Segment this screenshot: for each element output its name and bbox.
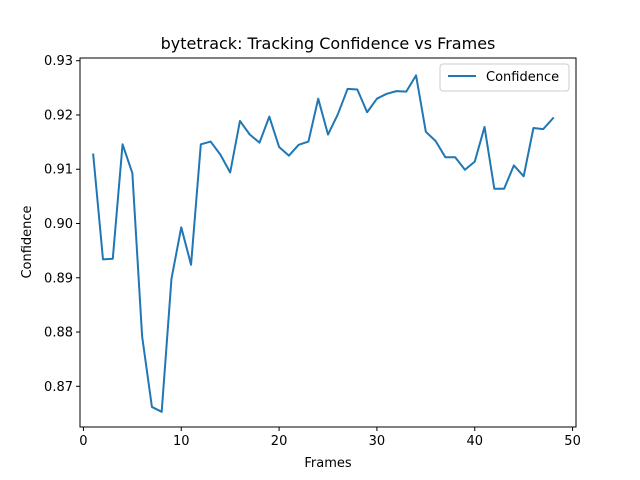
y-tick-label: 0.87 xyxy=(44,380,73,395)
y-tick-label: 0.91 xyxy=(44,163,73,178)
legend-entry-confidence: Confidence xyxy=(486,70,559,85)
x-tick-label: 40 xyxy=(466,434,483,449)
x-tick-label: 30 xyxy=(369,434,386,449)
x-tick-label: 20 xyxy=(271,434,288,449)
y-tick-label: 0.93 xyxy=(44,54,73,69)
legend-frame xyxy=(439,63,570,92)
x-tick-label: 50 xyxy=(564,434,581,449)
y-tick-label: 0.92 xyxy=(44,108,73,123)
y-tick-label: 0.90 xyxy=(44,217,73,232)
chart-title: bytetrack: Tracking Confidence vs Frames xyxy=(161,34,496,53)
axes-frame xyxy=(79,57,577,428)
y-tick-label: 0.88 xyxy=(44,326,73,341)
series-line-confidence xyxy=(92,74,555,413)
y-tick-label: 0.89 xyxy=(44,271,73,286)
legend: Confidence xyxy=(439,63,570,92)
axes: 0 10 20 30 40 50 0.87 0.88 0.89 0.90 0.91 0.92 0.93 xyxy=(44,54,581,449)
plot-area xyxy=(92,74,555,413)
x-tick-label: 0 xyxy=(79,434,87,449)
x-tick-label: 10 xyxy=(173,434,190,449)
y-axis-label: Confidence xyxy=(20,205,35,278)
x-axis-label: Frames xyxy=(304,456,352,471)
